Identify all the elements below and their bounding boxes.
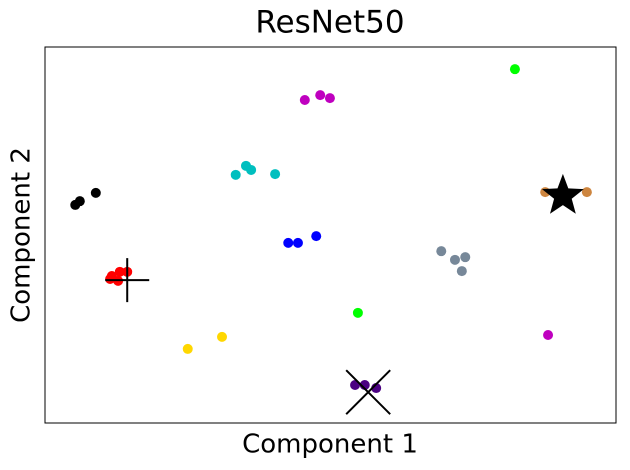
- y-axis-label: Component 2: [7, 147, 37, 323]
- point: [352, 307, 363, 318]
- point: [74, 196, 85, 207]
- point: [436, 246, 447, 257]
- point: [460, 252, 471, 263]
- point: [230, 169, 241, 180]
- point: [270, 169, 281, 180]
- point: [283, 237, 294, 248]
- chart-title: ResNet50: [255, 5, 404, 41]
- point: [449, 254, 460, 265]
- point: [543, 330, 554, 341]
- point: [90, 187, 101, 198]
- point: [581, 187, 592, 198]
- point: [292, 237, 303, 248]
- point: [114, 266, 125, 277]
- x-axis-label: Component 1: [242, 430, 418, 460]
- plus-marker: [105, 258, 150, 303]
- point: [105, 273, 116, 284]
- point: [311, 231, 322, 242]
- x-marker: [345, 369, 391, 415]
- point: [509, 64, 520, 75]
- star-marker: [542, 173, 584, 214]
- point: [456, 266, 467, 277]
- point: [324, 93, 335, 104]
- point: [299, 95, 310, 106]
- point: [217, 331, 228, 342]
- point: [182, 343, 193, 354]
- point: [315, 90, 326, 101]
- plot-frame: [44, 46, 617, 424]
- point: [246, 164, 257, 175]
